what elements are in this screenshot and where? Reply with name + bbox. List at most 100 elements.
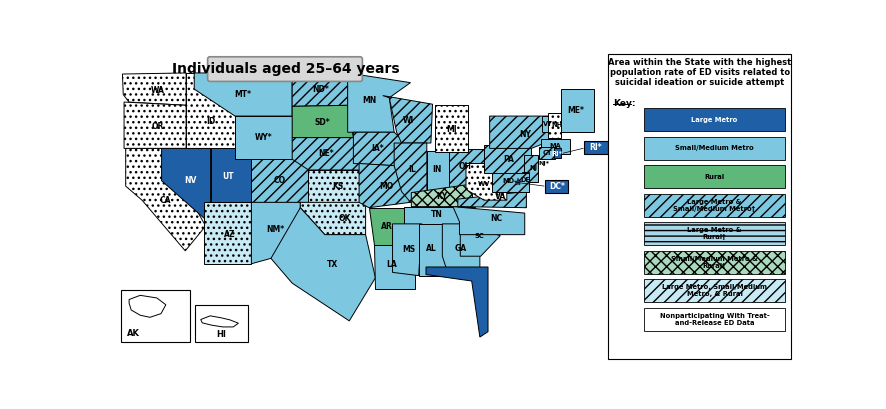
Text: MO: MO (378, 182, 392, 191)
Text: Large Metro &
Rural†: Large Metro & Rural† (687, 227, 741, 240)
Polygon shape (448, 149, 484, 187)
Bar (195, 306, 247, 342)
Polygon shape (554, 148, 560, 158)
Text: Area within the State with the highest
population rate of ED visits related to
s: Area within the State with the highest p… (608, 58, 790, 88)
Text: NE*: NE* (317, 149, 333, 158)
Text: AK: AK (128, 329, 140, 338)
Text: NV: NV (183, 176, 196, 185)
Text: Individuals aged 25–64 years: Individuals aged 25–64 years (171, 62, 399, 76)
Polygon shape (411, 184, 472, 207)
Text: CA: CA (159, 196, 171, 204)
Text: AZ: AZ (224, 230, 236, 239)
Text: CT: CT (542, 150, 552, 156)
Text: Large Metro &
Small/Medium Metro†: Large Metro & Small/Medium Metro† (672, 199, 755, 212)
Polygon shape (541, 116, 556, 132)
Text: SD*: SD* (315, 118, 330, 127)
Polygon shape (492, 173, 528, 191)
Text: KY: KY (435, 192, 447, 201)
Polygon shape (560, 89, 594, 132)
Text: Large Metro, Small/Medium
Metro, & Rural: Large Metro, Small/Medium Metro, & Rural (661, 284, 766, 297)
Polygon shape (453, 207, 525, 235)
Text: WY*: WY* (254, 133, 272, 142)
Text: Small/Medium Metro &
Rural†: Small/Medium Metro & Rural† (671, 256, 757, 269)
Polygon shape (270, 208, 375, 321)
Polygon shape (392, 224, 422, 276)
Text: LA: LA (386, 261, 397, 270)
Text: WA: WA (151, 86, 164, 95)
Polygon shape (522, 172, 528, 187)
FancyBboxPatch shape (643, 137, 784, 160)
Text: MN: MN (361, 97, 376, 106)
Polygon shape (539, 147, 555, 159)
Polygon shape (251, 159, 308, 202)
Text: RI*: RI* (551, 151, 563, 157)
FancyBboxPatch shape (584, 142, 607, 154)
Text: AL: AL (426, 244, 437, 253)
Polygon shape (194, 73, 291, 116)
Text: GA: GA (454, 244, 466, 253)
Text: SC: SC (474, 233, 484, 239)
Polygon shape (200, 316, 238, 327)
Polygon shape (484, 145, 531, 173)
Text: MA: MA (548, 143, 560, 149)
Polygon shape (359, 164, 410, 208)
Polygon shape (426, 151, 448, 191)
Text: WI: WI (403, 116, 414, 125)
Polygon shape (383, 96, 432, 143)
Polygon shape (126, 148, 206, 251)
Text: OK: OK (338, 214, 351, 223)
FancyBboxPatch shape (207, 57, 362, 81)
Text: KS: KS (332, 182, 343, 191)
Text: OR: OR (152, 122, 164, 131)
FancyBboxPatch shape (545, 180, 568, 193)
Text: ME*: ME* (567, 106, 584, 115)
Text: FL: FL (462, 300, 472, 309)
Text: Large Metro: Large Metro (690, 117, 737, 123)
Bar (120, 290, 190, 342)
Text: Small/Medium Metro: Small/Medium Metro (674, 146, 753, 151)
Text: UT: UT (222, 172, 234, 181)
Polygon shape (434, 105, 468, 152)
Text: IL: IL (408, 166, 416, 175)
Polygon shape (403, 207, 474, 224)
Polygon shape (235, 116, 291, 159)
Polygon shape (291, 73, 347, 106)
Polygon shape (425, 267, 487, 337)
Polygon shape (369, 208, 409, 245)
FancyBboxPatch shape (643, 108, 784, 131)
Polygon shape (540, 139, 569, 154)
Text: NH: NH (550, 122, 562, 128)
FancyBboxPatch shape (643, 251, 784, 274)
Polygon shape (122, 73, 186, 105)
Text: RI*: RI* (589, 143, 602, 152)
FancyBboxPatch shape (643, 279, 784, 302)
Bar (608, 54, 790, 360)
Polygon shape (489, 116, 554, 148)
Text: Nonparticipating With Treat-
and-Release ED Data: Nonparticipating With Treat- and-Release… (659, 313, 768, 326)
Text: MT*: MT* (235, 90, 252, 99)
Text: VA: VA (494, 192, 505, 201)
Text: WV: WV (478, 181, 490, 187)
Text: NY: NY (518, 130, 530, 139)
Polygon shape (291, 138, 362, 170)
Text: AR: AR (380, 222, 392, 231)
Polygon shape (465, 164, 506, 200)
Text: MS: MS (402, 245, 415, 254)
Polygon shape (210, 148, 251, 202)
Text: ND*: ND* (312, 85, 329, 94)
FancyBboxPatch shape (643, 222, 784, 245)
Polygon shape (353, 132, 405, 166)
Polygon shape (204, 202, 251, 264)
Text: PA: PA (502, 155, 513, 164)
Polygon shape (457, 191, 525, 208)
Text: NC: NC (490, 214, 501, 223)
Polygon shape (308, 170, 365, 202)
Text: NM*: NM* (266, 225, 284, 234)
Text: NJ*: NJ* (538, 161, 549, 166)
Text: TN: TN (431, 210, 442, 219)
Text: ID: ID (206, 117, 215, 126)
Polygon shape (129, 295, 166, 317)
FancyBboxPatch shape (643, 194, 784, 217)
Text: TX: TX (327, 261, 338, 270)
Polygon shape (186, 73, 235, 148)
